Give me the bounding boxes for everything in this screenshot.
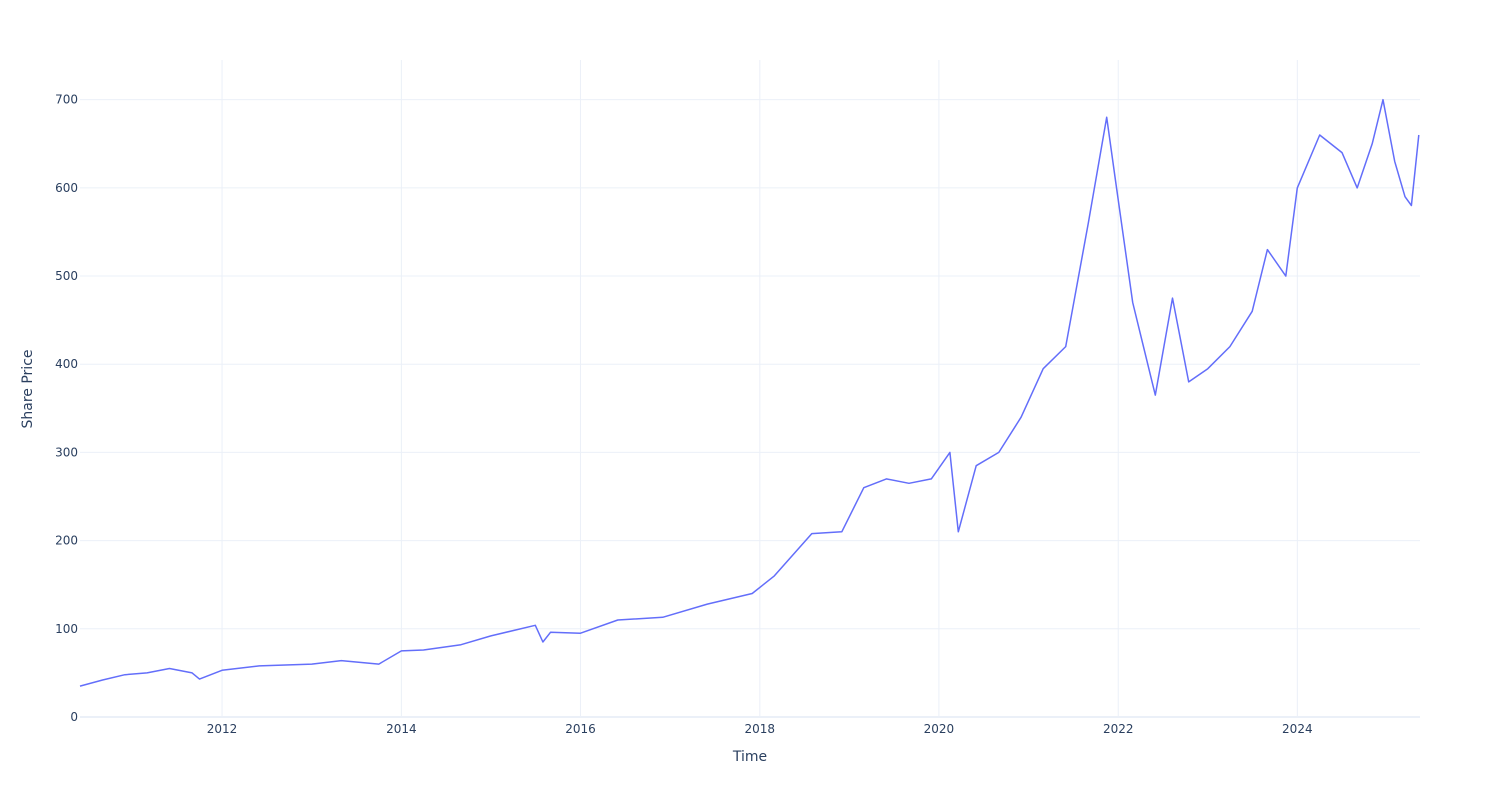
y-tick-label: 100 [55, 622, 78, 636]
y-tick-label: 700 [55, 93, 78, 107]
x-gridlines [221, 60, 1298, 717]
x-tick-label: 2024 [1282, 722, 1313, 736]
y-tick-label: 400 [55, 357, 78, 371]
x-tick-label: 2012 [207, 722, 238, 736]
y-gridlines [80, 99, 1420, 718]
x-tick-label: 2022 [1103, 722, 1134, 736]
y-tick-label: 600 [55, 181, 78, 195]
x-tick-labels: 2012 2014 2016 2018 2020 2022 2024 [207, 722, 1313, 736]
y-tick-label: 0 [70, 710, 78, 724]
x-axis-title: Time [732, 749, 767, 765]
series-line [79, 98, 1420, 687]
x-tick-label: 2020 [924, 722, 955, 736]
x-tick-label: 2014 [386, 722, 417, 736]
y-axis-title: Share Price [20, 349, 36, 428]
x-tick-label: 2018 [745, 722, 776, 736]
series-group [79, 98, 1420, 687]
y-tick-label: 500 [55, 269, 78, 283]
y-tick-labels: 0 100 200 300 400 500 600 700 [55, 93, 78, 724]
y-tick-label: 200 [55, 534, 78, 548]
y-tick-label: 300 [55, 445, 78, 459]
x-tick-label: 2016 [565, 722, 596, 736]
